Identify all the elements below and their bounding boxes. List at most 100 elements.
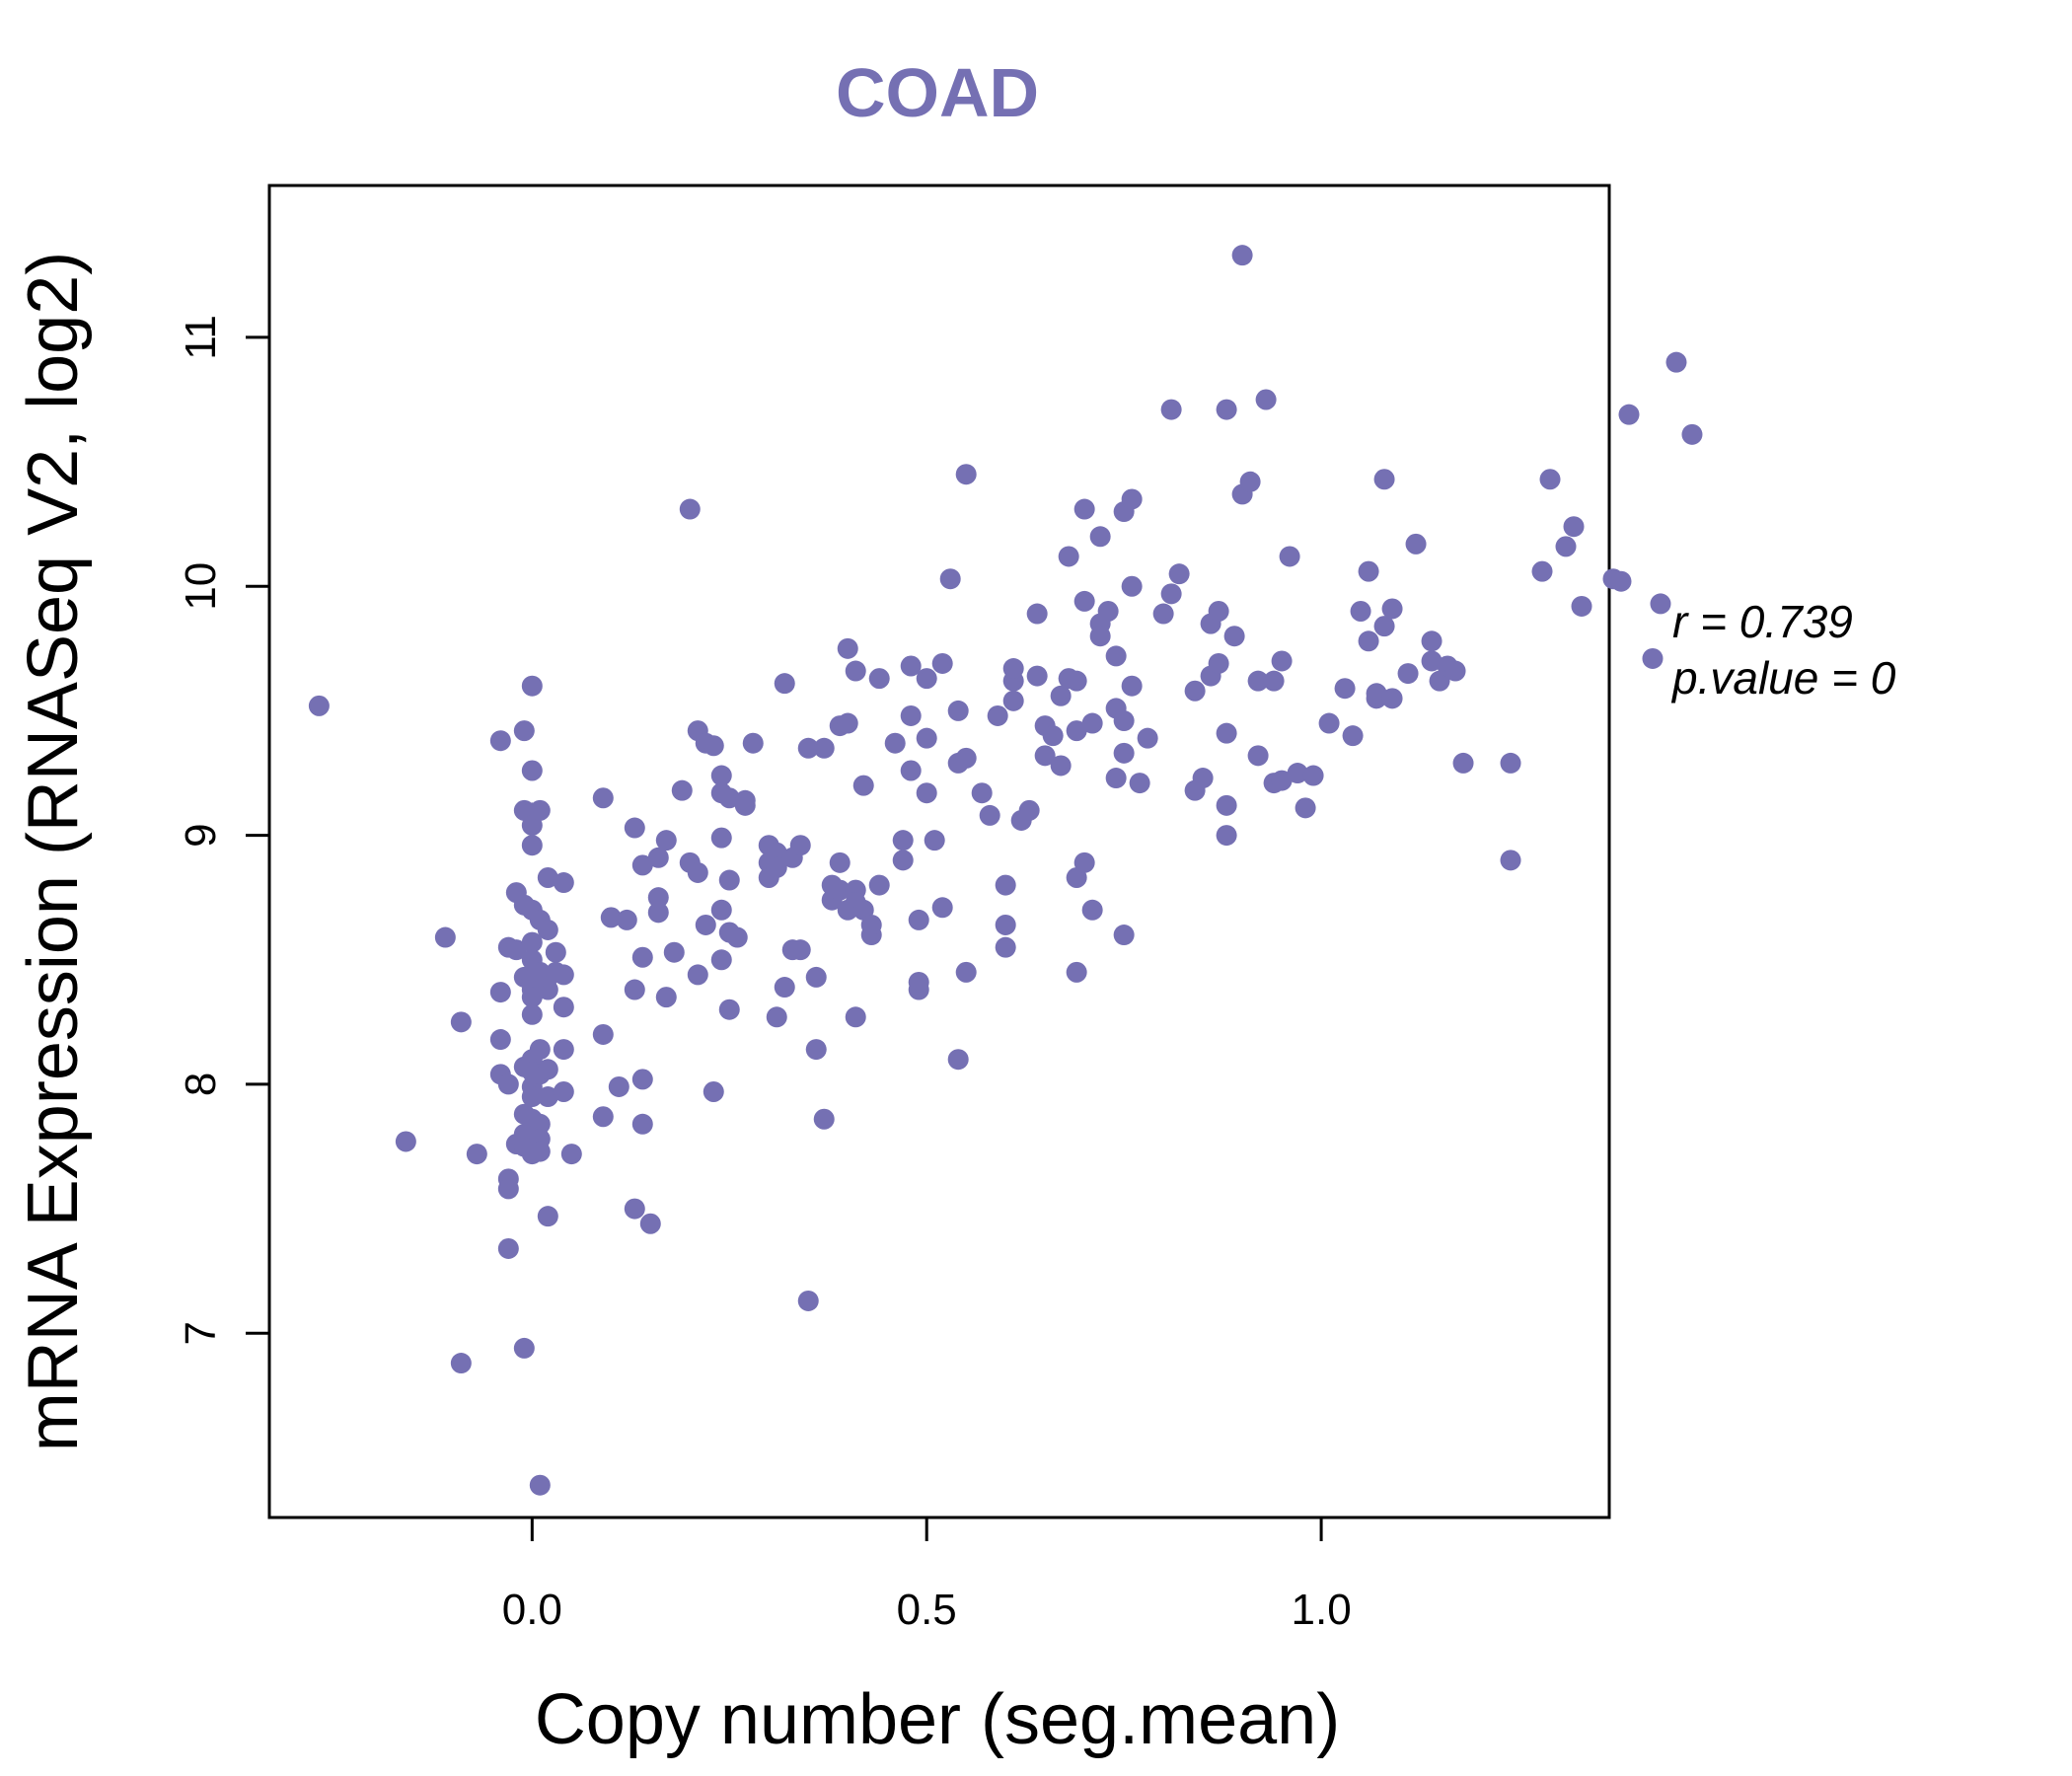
data-point bbox=[639, 1213, 661, 1234]
data-point bbox=[1168, 563, 1190, 585]
data-point bbox=[766, 1006, 787, 1028]
data-point bbox=[1216, 825, 1237, 847]
data-point bbox=[489, 730, 511, 752]
data-point bbox=[434, 926, 456, 948]
data-point bbox=[695, 914, 716, 935]
data-point bbox=[710, 949, 732, 971]
data-point bbox=[1089, 626, 1111, 647]
data-point bbox=[955, 464, 977, 485]
data-point bbox=[900, 760, 922, 781]
data-point bbox=[529, 1141, 551, 1162]
data-point bbox=[1058, 546, 1079, 567]
x-tick-label: 1.0 bbox=[1292, 1586, 1352, 1634]
data-point bbox=[797, 737, 819, 759]
data-point bbox=[805, 966, 827, 988]
data-point bbox=[1113, 742, 1135, 764]
data-point bbox=[553, 872, 574, 894]
data-point bbox=[1452, 752, 1474, 774]
data-point bbox=[916, 727, 937, 749]
data-point bbox=[1421, 650, 1443, 672]
data-point bbox=[1373, 469, 1395, 490]
data-point bbox=[521, 675, 543, 697]
data-point bbox=[553, 1039, 574, 1061]
y-tick-label: 7 bbox=[177, 1321, 225, 1345]
data-point bbox=[1539, 469, 1561, 490]
data-point bbox=[655, 830, 677, 851]
chart-title: COAD bbox=[836, 54, 1039, 131]
data-point bbox=[537, 866, 558, 888]
data-point bbox=[1137, 727, 1158, 749]
data-point bbox=[829, 851, 851, 873]
data-point bbox=[813, 737, 835, 759]
data-point bbox=[631, 1069, 653, 1090]
data-point bbox=[1081, 712, 1103, 734]
data-point bbox=[489, 1029, 511, 1051]
data-point bbox=[631, 854, 653, 876]
data-point bbox=[1066, 961, 1087, 983]
data-point bbox=[805, 1039, 827, 1061]
data-point bbox=[868, 668, 890, 690]
data-point bbox=[521, 760, 543, 781]
data-point bbox=[592, 787, 614, 809]
data-point bbox=[1563, 516, 1585, 538]
data-point bbox=[1223, 626, 1245, 647]
data-point bbox=[647, 887, 669, 909]
data-point bbox=[908, 909, 929, 930]
data-point bbox=[450, 1353, 472, 1374]
data-point bbox=[1050, 685, 1072, 706]
data-point bbox=[955, 747, 977, 769]
data-point bbox=[1073, 498, 1095, 520]
data-point bbox=[529, 1474, 551, 1496]
data-point bbox=[766, 842, 787, 863]
data-point bbox=[1255, 389, 1277, 410]
data-point bbox=[1216, 794, 1237, 816]
data-point bbox=[931, 652, 953, 674]
data-point bbox=[797, 1290, 819, 1311]
data-point bbox=[947, 1049, 969, 1071]
data-point bbox=[521, 987, 543, 1008]
data-point bbox=[1184, 680, 1206, 702]
data-point bbox=[1152, 603, 1174, 625]
data-point bbox=[1571, 595, 1592, 617]
data-point bbox=[497, 1237, 519, 1259]
data-point bbox=[884, 732, 906, 754]
data-point bbox=[1113, 710, 1135, 732]
data-point bbox=[1160, 583, 1182, 605]
data-point bbox=[703, 735, 724, 757]
data-point bbox=[789, 939, 811, 961]
data-point bbox=[1066, 670, 1087, 692]
data-point bbox=[931, 897, 953, 919]
data-point bbox=[631, 946, 653, 968]
data-point bbox=[1665, 351, 1687, 373]
data-point bbox=[1287, 763, 1308, 784]
data-point bbox=[947, 700, 969, 721]
data-point bbox=[529, 1039, 551, 1061]
data-point bbox=[813, 1108, 835, 1130]
data-point bbox=[1342, 725, 1364, 747]
x-tick-label: 0.0 bbox=[502, 1586, 562, 1634]
data-point bbox=[1531, 560, 1553, 582]
data-point bbox=[663, 941, 685, 963]
data-point bbox=[860, 914, 882, 935]
data-point bbox=[1618, 404, 1640, 425]
data-point bbox=[1358, 560, 1379, 582]
data-point bbox=[1121, 675, 1143, 697]
data-point bbox=[718, 869, 740, 891]
data-point bbox=[1026, 603, 1048, 625]
data-point bbox=[1089, 526, 1111, 548]
data-point bbox=[979, 804, 1000, 826]
data-point bbox=[774, 977, 795, 999]
data-point bbox=[624, 817, 645, 839]
data-point bbox=[624, 979, 645, 1000]
data-point bbox=[710, 899, 732, 921]
data-point bbox=[1555, 536, 1577, 557]
data-point bbox=[837, 637, 858, 659]
data-point bbox=[1263, 670, 1285, 692]
data-point bbox=[521, 1086, 543, 1108]
data-point bbox=[939, 568, 961, 590]
data-point bbox=[545, 941, 566, 963]
data-point bbox=[308, 695, 330, 716]
data-point bbox=[1334, 678, 1356, 700]
y-axis: 7 8 9 10 11 bbox=[177, 315, 269, 1346]
data-point bbox=[916, 782, 937, 804]
